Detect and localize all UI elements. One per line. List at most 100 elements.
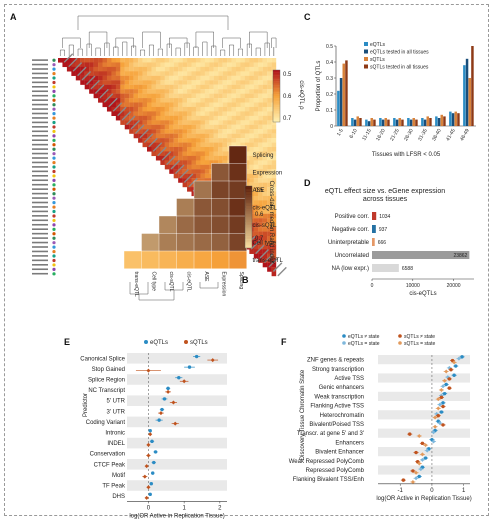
heatmap-cell	[253, 213, 259, 219]
heatmap-cell	[164, 111, 170, 116]
heatmap-cell	[222, 80, 228, 85]
panel-c-bar	[423, 119, 427, 126]
tissue-color-dot	[52, 67, 56, 71]
heatmap-cell	[182, 151, 188, 157]
heatmap-cell	[106, 58, 112, 63]
tissue-label-placeholder	[32, 59, 48, 61]
heatmap-cell	[75, 66, 81, 72]
heatmap-cell	[271, 160, 277, 165]
heatmap-cell	[262, 164, 268, 170]
heatmap-cell	[240, 93, 246, 99]
heatmap-cell	[173, 138, 179, 143]
heatmap-cell	[178, 178, 183, 183]
heatmap-cell	[209, 89, 214, 94]
panel-f-point	[414, 476, 419, 481]
tissue-color-dot	[52, 143, 56, 147]
panel-f-legend-marker	[398, 341, 402, 345]
dendro-link	[229, 44, 235, 56]
heatmap-cell	[147, 62, 152, 68]
heatmap-cell	[195, 102, 201, 108]
heatmap-cell	[236, 106, 241, 112]
heatmap-cell	[191, 89, 197, 94]
panel-e-category-label: Splice Region	[88, 378, 125, 384]
panel-b-heatmap	[123, 145, 247, 269]
heatmap-cell	[138, 84, 143, 90]
heatmap-cell	[151, 89, 157, 94]
heatmap-cell	[204, 129, 210, 134]
heatmap-cell	[80, 80, 85, 85]
panel-c-bar	[345, 60, 348, 126]
heatmap-cell	[160, 142, 165, 148]
panel-b-colorbar	[244, 185, 253, 249]
heatmap-cell	[84, 62, 90, 68]
heatmap-cell	[133, 98, 139, 103]
heatmap-cell	[178, 160, 183, 165]
heatmap-cell	[178, 169, 183, 174]
heatmap-cell	[195, 169, 201, 174]
heatmap-cell	[209, 102, 214, 108]
panel-d-value-label: 937	[379, 227, 388, 233]
heatmap-cell	[267, 182, 272, 188]
panel-f-legend-marker	[342, 334, 346, 338]
heatmap-cell	[191, 169, 197, 174]
panel-c-bar	[471, 46, 474, 126]
heatmap-cell	[160, 93, 165, 99]
colorbar-b-step	[245, 237, 252, 239]
heatmap-cell	[253, 151, 259, 157]
heatmap-cell	[120, 62, 125, 68]
heatmap-cell	[204, 160, 210, 165]
heatmap-cell	[267, 71, 272, 76]
heatmap-cell	[213, 120, 219, 125]
dendro-link	[88, 31, 108, 48]
heatmap-cell	[124, 71, 130, 76]
colorbar-b-step	[245, 195, 252, 197]
heatmap-cell	[253, 195, 259, 201]
panel-c-xtick-label: 26-30	[403, 128, 415, 142]
heatmap-cell	[271, 178, 277, 183]
diag-label-placeholder	[112, 102, 123, 112]
heatmap-cell	[120, 71, 125, 76]
heatmap-cell	[164, 155, 170, 161]
heatmap-cell	[258, 191, 263, 197]
heatmap-cell	[80, 66, 85, 72]
heatmap-cell	[182, 160, 188, 165]
heatmap-cell	[271, 58, 277, 63]
panel-f-point	[417, 461, 422, 466]
panel-e-point	[210, 358, 215, 363]
heatmap-cell	[187, 164, 192, 170]
colorbar-b-tick: 0.7	[255, 236, 264, 242]
heatmap-cell	[218, 84, 223, 90]
heatmap-cell	[71, 66, 76, 72]
panel-f-point	[444, 382, 448, 387]
heatmap-cell	[160, 80, 165, 85]
heatmap-cell	[271, 267, 277, 272]
heatmap-cell	[160, 124, 165, 130]
heatmap-cell	[191, 129, 197, 134]
heatmap-cell	[187, 84, 192, 90]
panel-b-row-label: cis-eQTL	[253, 205, 278, 211]
heatmap-cell	[111, 62, 116, 68]
heatmap-cell	[191, 80, 197, 85]
panel-c-bar	[381, 119, 385, 126]
heatmap-cell	[160, 102, 165, 108]
heatmap-cell	[240, 89, 246, 94]
panel-f-point	[436, 414, 440, 418]
heatmap-cell	[164, 151, 170, 157]
panel-e-point	[142, 474, 147, 479]
heatmap-cell	[169, 138, 174, 143]
heatmap-cell	[227, 106, 232, 112]
heatmap-cell	[138, 71, 143, 76]
heatmap-cell	[164, 129, 170, 134]
heatmap-cell	[244, 164, 250, 170]
colorbar-a-step	[273, 97, 280, 99]
heatmap-cell	[258, 84, 263, 90]
heatmap-cell	[138, 58, 143, 63]
heatmap-cell	[258, 75, 263, 81]
heatmap-cell	[164, 115, 170, 121]
heatmap-cell	[213, 84, 219, 90]
heatmap-cell	[89, 89, 94, 94]
heatmap-cell	[115, 80, 121, 85]
panel-f-point	[454, 364, 458, 368]
heatmap-cell	[169, 75, 174, 81]
dendro-link	[113, 46, 119, 56]
